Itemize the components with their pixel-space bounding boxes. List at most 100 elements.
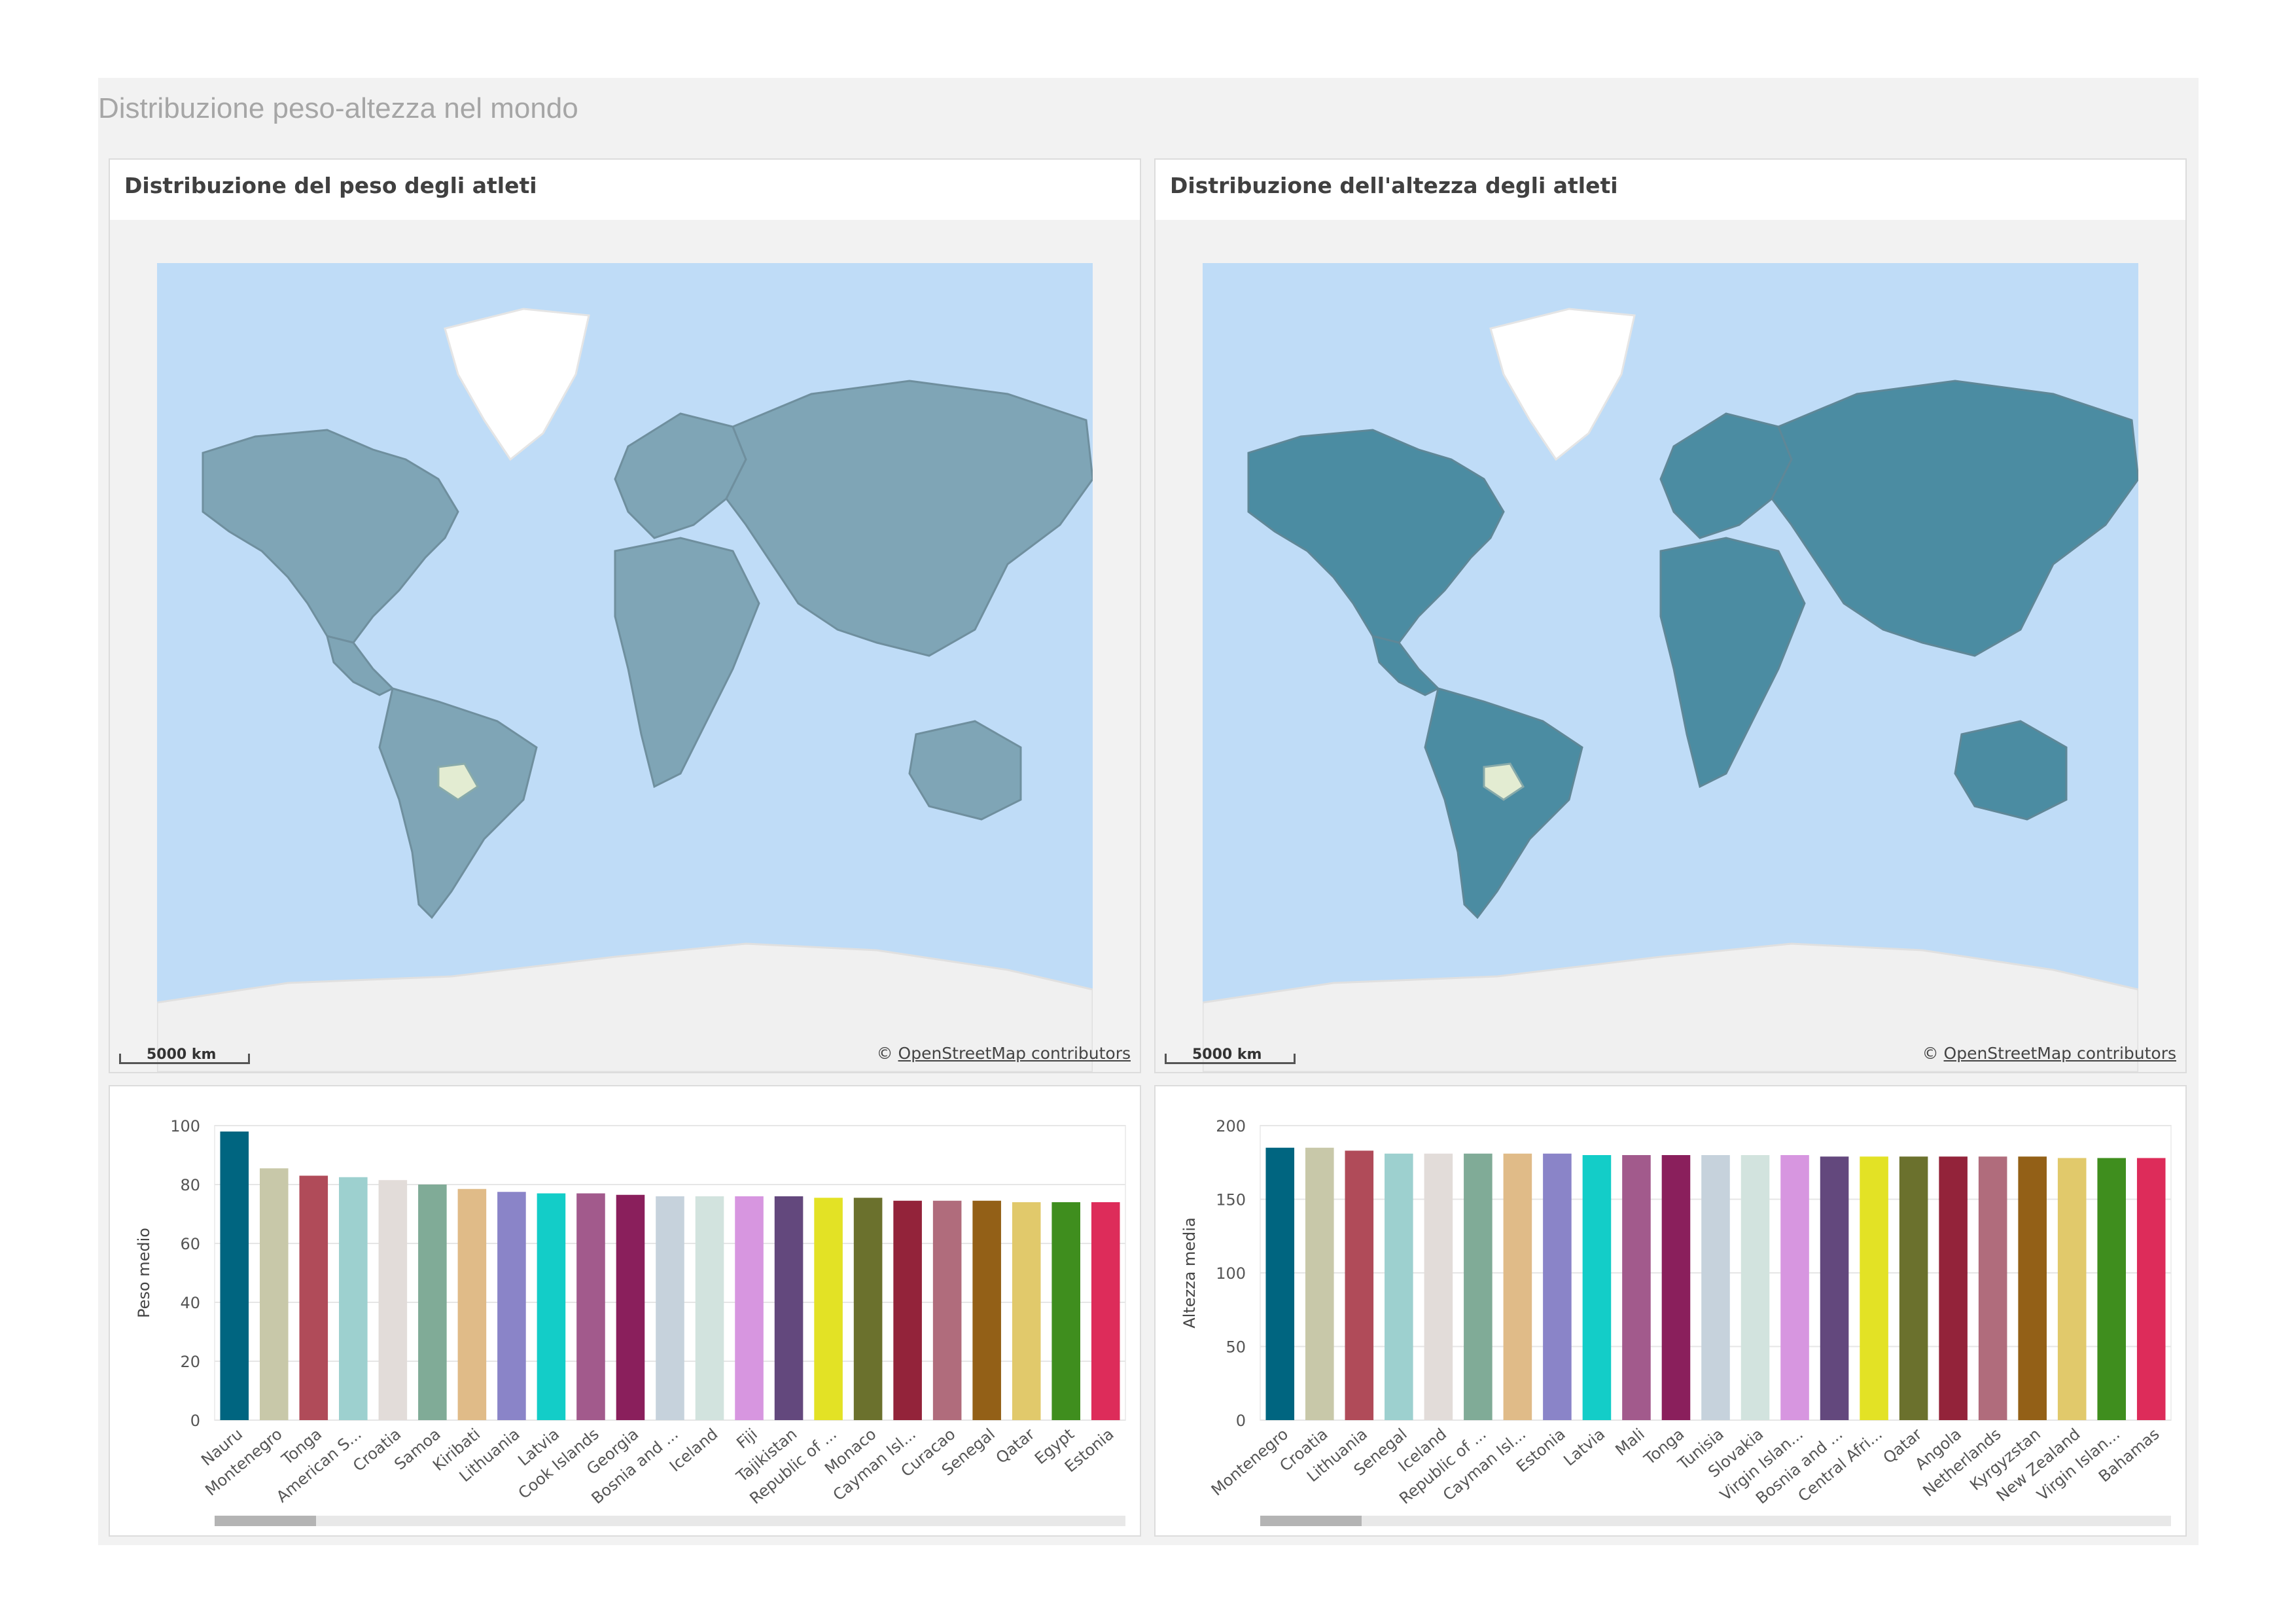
sheet-title: Distribuzione peso-altezza nel mondo (98, 92, 578, 124)
bar[interactable] (1424, 1153, 1453, 1420)
ocean (1203, 263, 2138, 1072)
bar[interactable] (1345, 1150, 1374, 1420)
antarctica (1203, 942, 2138, 1072)
height-map-area[interactable]: 5000 km © OpenStreetMap contributors (1156, 220, 2185, 1072)
bar[interactable] (2136, 1158, 2166, 1421)
bar[interactable] (1740, 1155, 1770, 1420)
bar[interactable] (1622, 1155, 1651, 1420)
bar[interactable] (2097, 1158, 2127, 1421)
bar[interactable] (1543, 1153, 1572, 1420)
land-masses (1203, 308, 2138, 1072)
bar[interactable] (656, 1196, 684, 1420)
bar[interactable] (2018, 1156, 2047, 1420)
bar[interactable] (893, 1200, 922, 1420)
bar[interactable] (378, 1180, 408, 1420)
bar[interactable] (259, 1168, 289, 1420)
bar[interactable] (1820, 1156, 1849, 1420)
y-tick-label: 150 (1216, 1191, 1246, 1209)
y-axis-title: Altezza media (1180, 1217, 1199, 1329)
bar[interactable] (220, 1132, 249, 1420)
attribution-prefix: © (876, 1044, 898, 1063)
australia (908, 720, 1022, 821)
attribution-prefix: © (1922, 1044, 1944, 1063)
bar[interactable] (853, 1198, 883, 1420)
weight-map-title: Distribuzione del peso degli atleti (124, 173, 537, 198)
bar[interactable] (1503, 1153, 1532, 1420)
bar[interactable] (1780, 1155, 1809, 1420)
bar[interactable] (735, 1196, 764, 1420)
bar[interactable] (339, 1177, 368, 1420)
height-map-panel: Distribuzione dell'altezza degli atleti (1154, 158, 2187, 1073)
scrollbar-track[interactable] (1260, 1516, 2171, 1526)
asia (725, 380, 1093, 657)
scrollbar-thumb[interactable] (215, 1516, 316, 1526)
australia (1954, 720, 2068, 821)
bar[interactable] (497, 1192, 526, 1420)
bar[interactable] (576, 1193, 605, 1421)
central-america (1371, 634, 1440, 696)
greenland (1489, 308, 1636, 461)
y-tick-label: 0 (190, 1412, 200, 1430)
europe (1659, 412, 1793, 539)
y-tick-label: 60 (180, 1235, 200, 1253)
bar[interactable] (695, 1196, 724, 1420)
bar[interactable] (299, 1175, 328, 1421)
europe (614, 412, 747, 539)
bar[interactable] (1464, 1153, 1492, 1420)
bar[interactable] (1860, 1156, 1888, 1420)
height-world-map[interactable] (1203, 263, 2138, 1072)
osm-attribution-link[interactable]: OpenStreetMap contributors (898, 1044, 1131, 1063)
bar[interactable] (1582, 1155, 1612, 1420)
height-bar-chart-panel: 0 50 100 150 200 Altezza media Montenegro Croat… (1154, 1085, 2187, 1537)
x-tick-label: Latvia (1560, 1425, 1608, 1469)
height-map-attribution: © OpenStreetMap contributors (1922, 1044, 2176, 1063)
x-tick-label: Fiji (733, 1425, 761, 1452)
y-tick-label: 20 (180, 1353, 200, 1371)
scrollbar-thumb[interactable] (1260, 1516, 1362, 1526)
bar[interactable] (1978, 1156, 2007, 1420)
y-tick-label: 0 (1236, 1412, 1246, 1430)
y-axis-title: Peso medio (135, 1228, 153, 1318)
bar[interactable] (1265, 1147, 1295, 1420)
bar[interactable] (418, 1185, 447, 1420)
bolivia (1483, 762, 1525, 801)
y-tick-label: 100 (1216, 1264, 1246, 1283)
north-america (202, 429, 459, 644)
bar[interactable] (1012, 1202, 1041, 1420)
osm-attribution-link[interactable]: OpenStreetMap contributors (1943, 1044, 2176, 1063)
weight-map-panel: Distribuzione del peso degli atleti (109, 158, 1141, 1073)
south-america (378, 687, 538, 919)
bar[interactable] (457, 1188, 487, 1420)
bar[interactable] (2057, 1158, 2087, 1421)
y-tick-label: 40 (180, 1294, 200, 1312)
y-tick-label: 200 (1216, 1117, 1246, 1135)
bar[interactable] (932, 1200, 962, 1420)
bolivia (437, 762, 479, 801)
height-map-scalebar (1165, 1054, 1296, 1064)
weight-map-area[interactable]: 5000 km © OpenStreetMap contributors (110, 220, 1140, 1072)
bar[interactable] (1305, 1147, 1334, 1420)
south-america (1424, 687, 1583, 919)
bar[interactable] (1701, 1155, 1730, 1420)
weight-map-scalebar (119, 1054, 250, 1064)
weight-world-map[interactable] (157, 263, 1093, 1072)
bar[interactable] (1899, 1156, 1928, 1420)
asia (1771, 380, 2138, 657)
ocean (157, 263, 1093, 1072)
africa (1659, 537, 1806, 789)
bar[interactable] (814, 1198, 843, 1420)
bar[interactable] (1661, 1155, 1691, 1420)
bar[interactable] (972, 1200, 1001, 1420)
bar[interactable] (616, 1194, 645, 1420)
bar[interactable] (1385, 1153, 1413, 1420)
weight-map-attribution: © OpenStreetMap contributors (877, 1044, 1131, 1063)
bar[interactable] (1091, 1202, 1120, 1420)
sheet: Distribuzione peso-altezza nel mondo Dis… (98, 78, 2199, 1545)
bar[interactable] (537, 1193, 566, 1421)
bar[interactable] (774, 1196, 804, 1420)
bar[interactable] (1939, 1156, 1968, 1420)
bar[interactable] (1051, 1202, 1081, 1420)
scrollbar-track[interactable] (215, 1516, 1125, 1526)
